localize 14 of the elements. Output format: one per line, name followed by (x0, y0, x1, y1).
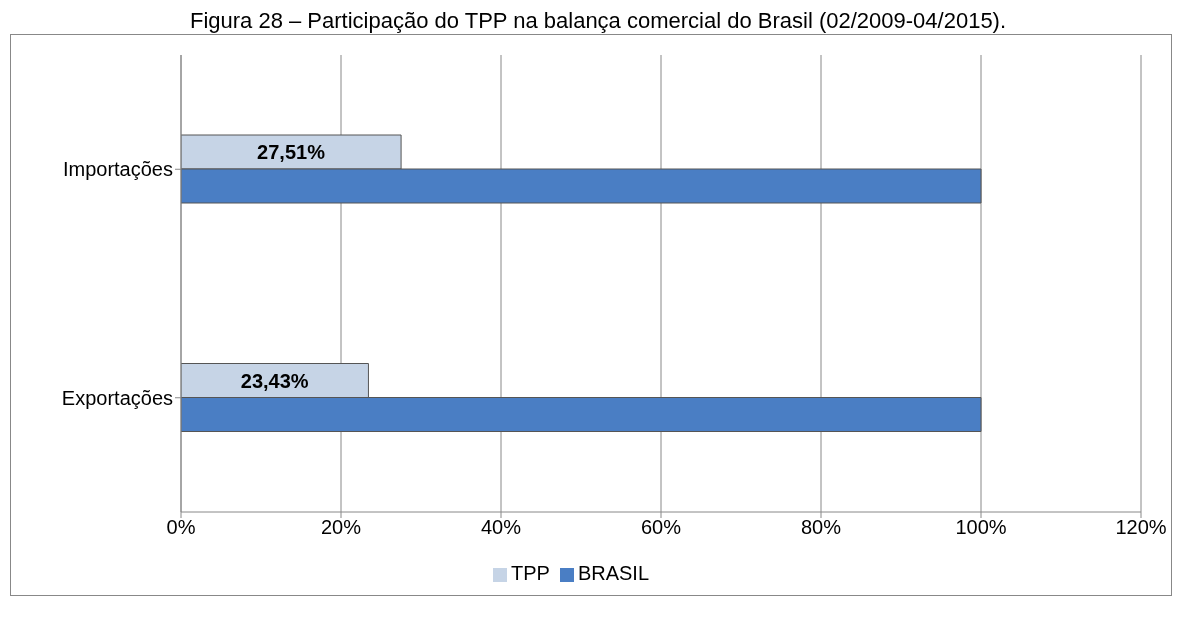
y-tick-label: Exportações (61, 386, 173, 409)
data-label: 27,51% (257, 141, 326, 164)
data-label: 23,43% (240, 369, 309, 392)
chart-title: Figura 28 – Participação do TPP na balança comercial do Brasil (02/2009-04/2015). (188, 8, 1008, 34)
x-tick-label: 40% (480, 516, 522, 539)
x-tick-label: 80% (800, 516, 842, 539)
x-tick-label: 20% (320, 516, 362, 539)
x-tick-label: 60% (640, 516, 682, 539)
legend-label: TPP (510, 562, 550, 584)
x-tick-label: 100% (955, 516, 1007, 539)
x-tick-label: 120% (1115, 516, 1167, 539)
legend-label: BRASIL (577, 562, 650, 584)
x-tick-label: 0% (166, 516, 196, 539)
y-tick-label: Importações (62, 158, 173, 181)
